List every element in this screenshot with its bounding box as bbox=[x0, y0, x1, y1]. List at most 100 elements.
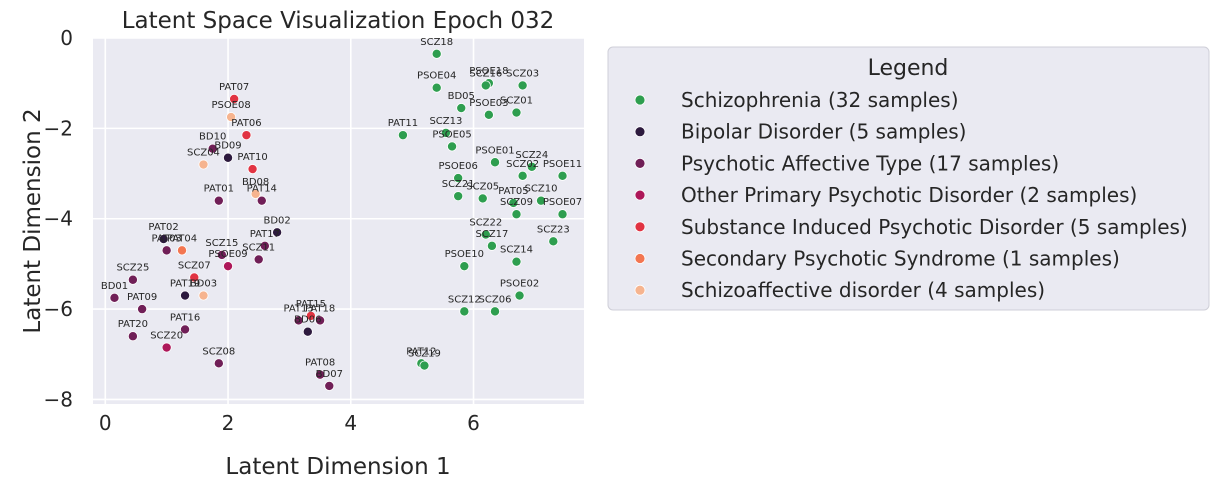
data-point bbox=[511, 209, 522, 220]
point-label: PAT03 bbox=[152, 233, 182, 244]
point-label: PAT10 bbox=[237, 152, 267, 163]
y-tick-label: −2 bbox=[44, 116, 73, 140]
point-label: SCZ11 bbox=[242, 242, 275, 253]
point-label: PSOE18 bbox=[469, 66, 508, 77]
point-label: BD07 bbox=[316, 369, 343, 380]
point-label: PSOE09 bbox=[208, 249, 247, 260]
point-label: BD10 bbox=[199, 132, 226, 143]
data-point bbox=[256, 195, 267, 206]
data-point bbox=[213, 195, 224, 206]
point-label: SCZ22 bbox=[469, 218, 502, 229]
data-point bbox=[305, 310, 316, 321]
point-label: PSOE01 bbox=[475, 145, 514, 156]
data-point bbox=[127, 274, 138, 285]
data-point bbox=[480, 80, 491, 91]
data-point bbox=[259, 240, 270, 251]
data-point bbox=[247, 164, 258, 175]
data-point bbox=[223, 152, 234, 163]
legend-item-label: Schizoaffective disorder (4 samples) bbox=[681, 278, 1045, 302]
point-label: BD02 bbox=[263, 215, 290, 226]
point-label: SCZ05 bbox=[466, 181, 499, 192]
plot-background bbox=[93, 38, 584, 404]
x-tick-label: 0 bbox=[99, 411, 112, 435]
point-label: SCZ06 bbox=[479, 294, 512, 305]
data-point bbox=[161, 342, 172, 353]
data-point bbox=[548, 236, 559, 247]
point-label: PAT19 bbox=[170, 279, 200, 290]
data-point bbox=[293, 315, 304, 326]
data-point bbox=[447, 141, 458, 152]
data-point bbox=[431, 82, 442, 93]
data-point bbox=[189, 272, 200, 283]
point-label: PSOE06 bbox=[439, 161, 478, 172]
data-point bbox=[109, 292, 120, 303]
data-point bbox=[490, 157, 501, 168]
point-label: PAT13 bbox=[283, 303, 313, 314]
legend-item-label: Substance Induced Psychotic Disorder (5 … bbox=[681, 215, 1188, 239]
point-label: PAT02 bbox=[148, 222, 178, 233]
data-point bbox=[536, 195, 547, 206]
data-point bbox=[517, 80, 528, 91]
point-label: SCZ24 bbox=[515, 150, 548, 161]
data-point bbox=[216, 249, 227, 260]
point-label: SCZ18 bbox=[420, 37, 453, 48]
data-point bbox=[176, 245, 187, 256]
point-label: PSOE08 bbox=[211, 100, 250, 111]
point-label: SCZ08 bbox=[202, 346, 235, 357]
data-point bbox=[158, 234, 169, 245]
point-label: SCZ14 bbox=[500, 245, 533, 256]
data-point bbox=[419, 360, 430, 371]
data-point bbox=[226, 112, 237, 123]
point-label: SCZ12 bbox=[448, 294, 481, 305]
point-label: PAT05 bbox=[498, 186, 528, 197]
point-label: SCZ19 bbox=[408, 349, 441, 360]
data-point bbox=[453, 173, 464, 184]
point-label: PAT06 bbox=[231, 118, 261, 129]
point-label: PAT01 bbox=[204, 184, 234, 195]
data-point bbox=[526, 161, 537, 172]
data-point bbox=[324, 380, 335, 391]
point-label: BD06 bbox=[294, 315, 321, 326]
point-label: SCZ10 bbox=[525, 184, 558, 195]
data-point bbox=[250, 188, 261, 199]
legend-item-label: Psychotic Affective Type (17 samples) bbox=[681, 151, 1059, 175]
data-point bbox=[315, 315, 326, 326]
legend-marker bbox=[634, 221, 646, 233]
point-label: PAT20 bbox=[118, 319, 148, 330]
point-label: PSOE03 bbox=[469, 98, 508, 109]
legend-marker bbox=[634, 253, 646, 264]
point-label: SCZ23 bbox=[537, 224, 570, 235]
data-point bbox=[514, 290, 525, 301]
x-tick-label: 2 bbox=[222, 411, 235, 435]
data-point bbox=[480, 229, 491, 240]
point-label: PSOE07 bbox=[543, 197, 582, 208]
scatter-points bbox=[109, 48, 568, 391]
point-label: PSOE02 bbox=[500, 279, 539, 290]
point-label: SCZ01 bbox=[500, 96, 533, 107]
data-point bbox=[459, 261, 470, 272]
data-point bbox=[459, 306, 470, 317]
data-point bbox=[440, 127, 451, 138]
data-point bbox=[315, 369, 326, 380]
x-tick-labels: 0 2 4 6 bbox=[99, 411, 480, 435]
chart-title: Latent Space Visualization Epoch 032 bbox=[122, 8, 555, 34]
point-label: SCZ17 bbox=[475, 229, 508, 240]
y-tick-labels: 0 −2 −4 −6 −8 bbox=[44, 26, 73, 411]
point-label: PAT09 bbox=[127, 292, 157, 303]
legend-marker bbox=[634, 126, 646, 138]
data-point bbox=[483, 109, 494, 120]
data-point bbox=[207, 143, 218, 154]
legend-items: Schizophrenia (32 samples) Bipolar Disord… bbox=[634, 88, 1188, 302]
data-point bbox=[127, 331, 138, 342]
data-point bbox=[180, 324, 191, 335]
data-point bbox=[213, 358, 224, 369]
data-point bbox=[137, 304, 148, 315]
point-label: PSOE11 bbox=[543, 159, 582, 170]
grid bbox=[93, 37, 584, 404]
data-point bbox=[486, 240, 497, 251]
x-axis-label: Latent Dimension 1 bbox=[225, 454, 450, 480]
point-label: PAT15 bbox=[296, 299, 326, 310]
data-point bbox=[557, 170, 568, 181]
data-point bbox=[456, 103, 467, 114]
